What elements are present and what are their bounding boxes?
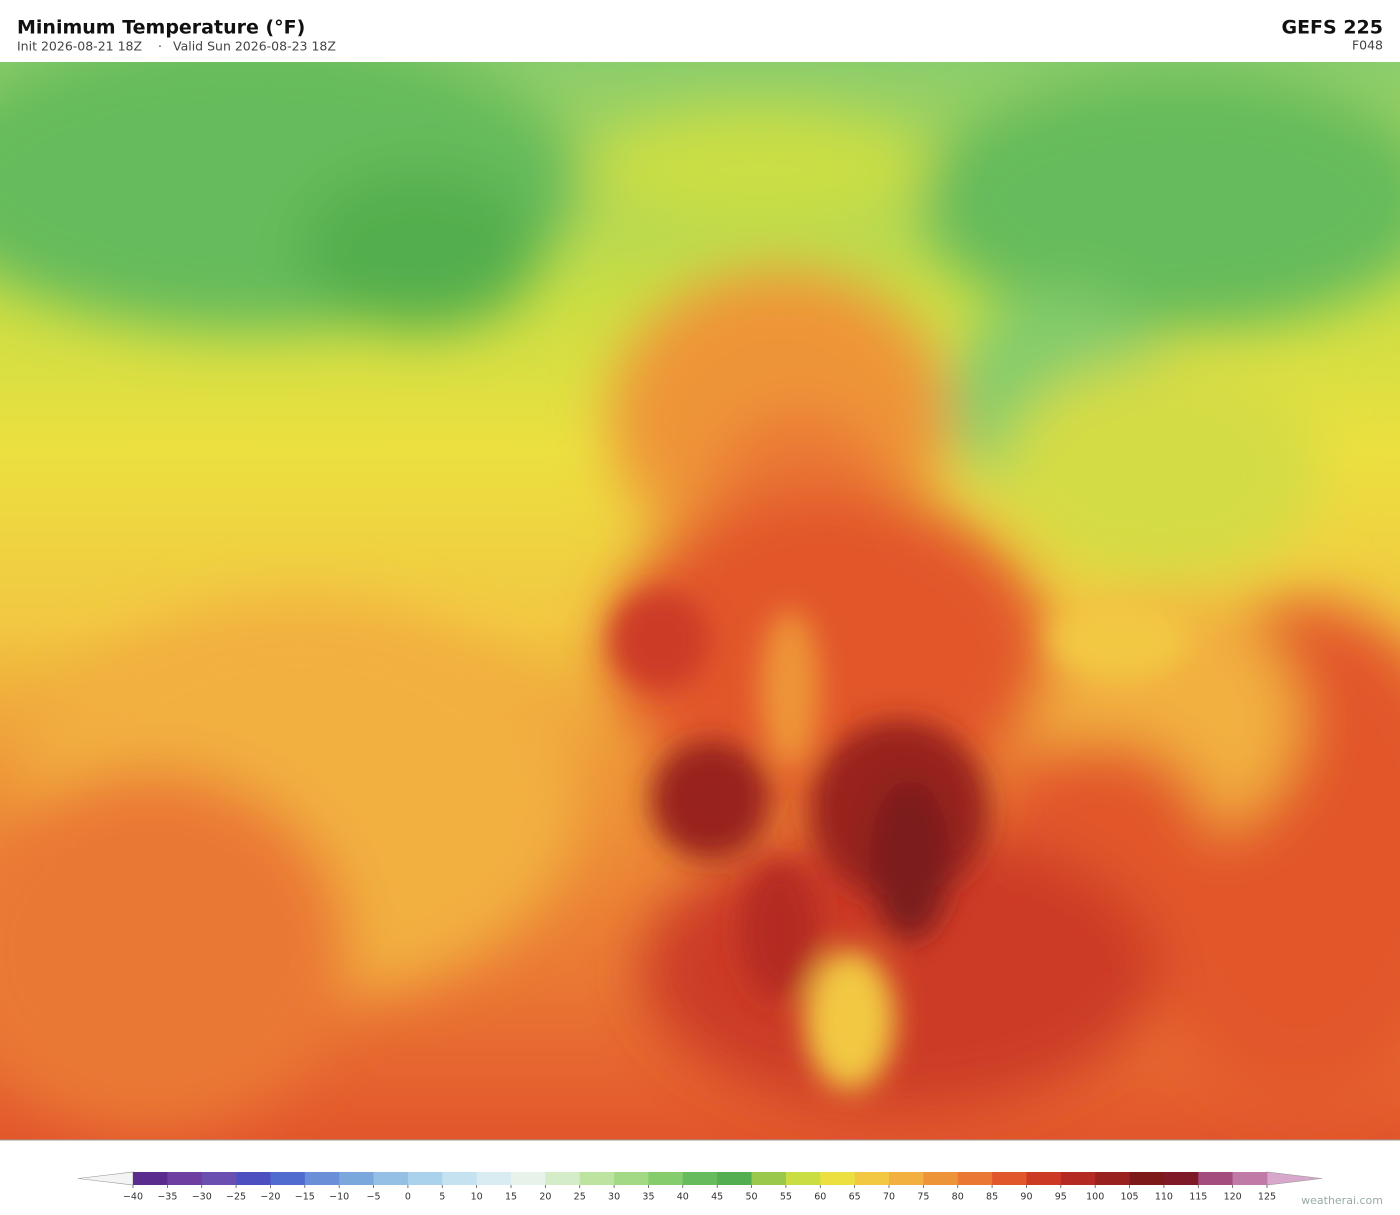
colorbar-swatch [511,1172,546,1185]
colorbar-tick-label: 80 [952,1192,964,1203]
colorbar-tick-label: 125 [1258,1192,1276,1203]
colorbar-tick-label: 100 [1086,1192,1104,1203]
colorbar-tick-label: 115 [1189,1192,1207,1203]
map [0,62,1400,1140]
colorbar-swatch [682,1172,718,1185]
colorbar-swatch [957,1172,993,1185]
colorbar-tick-label: 10 [471,1192,483,1203]
colorbar-tick-label: 5 [439,1192,445,1203]
colorbar-swatch [992,1172,1027,1185]
colorbar-tick-label: 70 [883,1192,895,1203]
init-time: Init 2026-08-21 18Z [17,39,142,54]
colorbar-swatch [1026,1172,1062,1185]
colorbar-tick-label: −40 [123,1192,143,1203]
colorbar-tick-label: −20 [260,1192,280,1203]
colorbar-tick-label: 0 [405,1192,411,1203]
colorbar-swatch [545,1172,581,1185]
colorbar-swatch [1060,1172,1096,1185]
colorbar-swatch [407,1172,443,1185]
colorbar-swatch [579,1172,615,1185]
colorbar-swatch [785,1172,821,1185]
colorbar-tick-label: 75 [917,1192,929,1203]
colorbar-tick-label: −30 [192,1192,212,1203]
colorbar-tick-label: 15 [505,1192,517,1203]
colorbar-tick-label: 20 [539,1192,551,1203]
colorbar-swatch [889,1172,924,1185]
colorbar-tick-label: 55 [780,1192,792,1203]
colorbar-tick-label: 110 [1155,1192,1173,1203]
colorbar-tick-label: 60 [814,1192,826,1203]
valid-time: Valid Sun 2026-08-23 18Z [173,39,336,54]
colorbar-tick-label: −25 [226,1192,246,1203]
colorbar-swatch [854,1172,890,1185]
colorbar-tick-label: 105 [1120,1192,1138,1203]
colorbar-tick-label: 45 [711,1192,723,1203]
colorbar-tick-label: −5 [367,1192,381,1203]
colorbar-swatch [1129,1172,1165,1185]
colorbar-tick-label: 25 [574,1192,586,1203]
colorbar-swatch [1163,1172,1199,1185]
colorbar-tick-label: 50 [745,1192,757,1203]
colorbar-swatch [1232,1172,1268,1185]
colorbar: −40 −35 −30 −25 −20 −15 −10 −5 0 5 10 15 20 25 30 35 40 4… [77,1171,1323,1203]
title: Minimum Temperature (°F) [17,17,305,39]
colorbar-swatch [751,1172,787,1185]
colorbar-swatch [167,1172,203,1185]
colorbar-swatch [648,1172,684,1185]
colorbar-tick-label: 30 [608,1192,620,1203]
colorbar-swatch [717,1172,752,1185]
colorbar-swatch [923,1172,959,1185]
colorbar-swatch [201,1172,237,1185]
colorbar-under [77,1171,134,1186]
colorbar-tick-label: 65 [849,1192,861,1203]
colorbar-swatch [820,1172,855,1185]
colorbar-swatch [476,1172,512,1185]
colorbar-tick-label: 120 [1224,1192,1242,1203]
colorbar-tick-label: 90 [1020,1192,1032,1203]
forecast-hour: F048 [1352,38,1383,53]
watermark: weatherai.com [1301,1194,1383,1207]
colorbar-tick-label: 35 [642,1192,654,1203]
colorbar-tick-label: 85 [986,1192,998,1203]
colorbar-swatch [1095,1172,1130,1185]
colorbar-tick-label: −35 [157,1192,177,1203]
model-name: GEFS 225 [1281,17,1383,39]
colorbar-swatch [304,1172,340,1185]
colorbar-swatch [442,1172,477,1185]
colorbar-swatch [614,1172,649,1185]
colorbar-swatch [373,1172,409,1185]
colorbar-tick-label: 40 [677,1192,689,1203]
separator: · [158,39,162,54]
colorbar-swatch [339,1172,374,1185]
colorbar-tick-label: −15 [295,1192,315,1203]
colorbar-swatch [236,1172,271,1185]
colorbar-swatch [1198,1172,1233,1185]
colorbar-swatch [270,1172,306,1185]
colorbar-tick-label: −10 [329,1192,349,1203]
colorbar-tick-label: 95 [1055,1192,1067,1203]
colorbar-over [1266,1171,1323,1186]
colorbar-swatch [133,1172,168,1185]
